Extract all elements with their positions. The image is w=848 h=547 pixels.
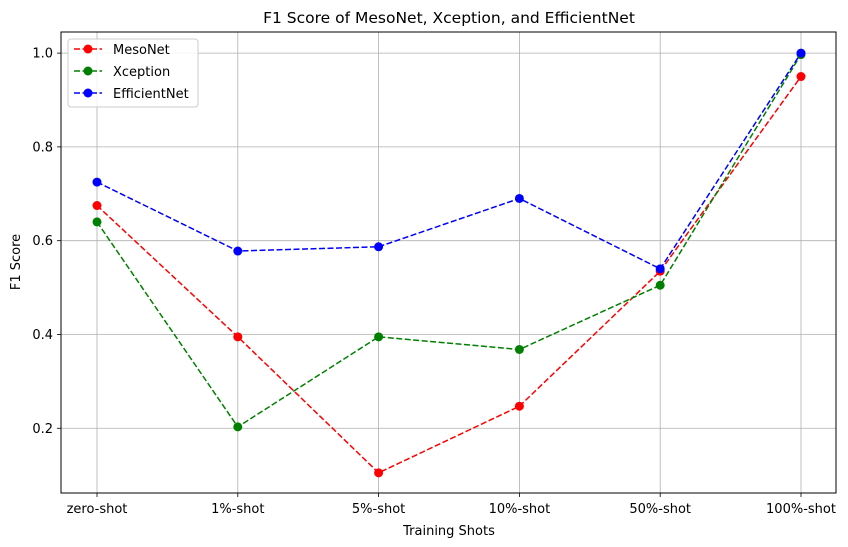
x-tick-label: 100%-shot xyxy=(766,502,836,517)
legend-box xyxy=(67,38,199,108)
legend-marker-xception xyxy=(83,66,93,76)
data-point-xception xyxy=(655,280,665,290)
data-point-efficientnet xyxy=(92,177,102,187)
x-tick-label: 5%-shot xyxy=(352,502,405,517)
data-point-xception xyxy=(514,344,524,354)
data-point-mesonet xyxy=(514,401,524,411)
legend-label-xception: Xception xyxy=(113,65,170,80)
data-point-mesonet xyxy=(92,201,102,211)
series-line-xception xyxy=(96,54,802,428)
y-tick-label: 0.2 xyxy=(32,422,53,437)
legend-label-mesonet: MesoNet xyxy=(113,43,170,58)
y-tick-label: 1.0 xyxy=(32,47,53,62)
data-point-xception xyxy=(233,422,243,432)
legend-marker-mesonet xyxy=(83,44,93,54)
x-tick-label: 50%-shot xyxy=(629,502,691,517)
legend-marker-efficientnet xyxy=(83,88,93,98)
data-point-efficientnet xyxy=(374,242,384,252)
legend-label-efficientnet: EfficientNet xyxy=(113,87,189,102)
y-axis-label: F1 Score xyxy=(9,234,24,290)
data-point-mesonet xyxy=(233,332,243,342)
data-point-efficientnet xyxy=(514,193,524,203)
data-point-efficientnet xyxy=(233,246,243,256)
y-tick-label: 0.4 xyxy=(32,328,53,343)
x-tick-label: 1%-shot xyxy=(211,502,264,517)
data-point-xception xyxy=(92,217,102,227)
x-tick-label: zero-shot xyxy=(67,502,128,517)
data-point-xception xyxy=(374,332,384,342)
series-line-efficientnet xyxy=(96,52,802,270)
chart-title: F1 Score of MesoNet, Xception, and Effic… xyxy=(263,9,635,27)
data-point-efficientnet xyxy=(796,48,806,58)
x-axis-label: Training Shots xyxy=(402,524,495,539)
y-tick-label: 0.6 xyxy=(32,234,53,249)
axes: zero-shot 1%-shot 5%-shot 10%-shot 50%-shot 1… xyxy=(32,47,836,517)
x-tick-label: 10%-shot xyxy=(489,502,551,517)
data-point-efficientnet xyxy=(655,264,665,274)
series-line-mesonet xyxy=(96,76,802,474)
series-layer xyxy=(92,48,806,478)
data-point-mesonet xyxy=(796,72,806,82)
y-tick-label: 0.8 xyxy=(32,140,53,155)
legend: MesoNet Xception EfficientNet xyxy=(67,38,199,108)
data-point-mesonet xyxy=(374,468,384,478)
plot-frame xyxy=(60,31,837,494)
